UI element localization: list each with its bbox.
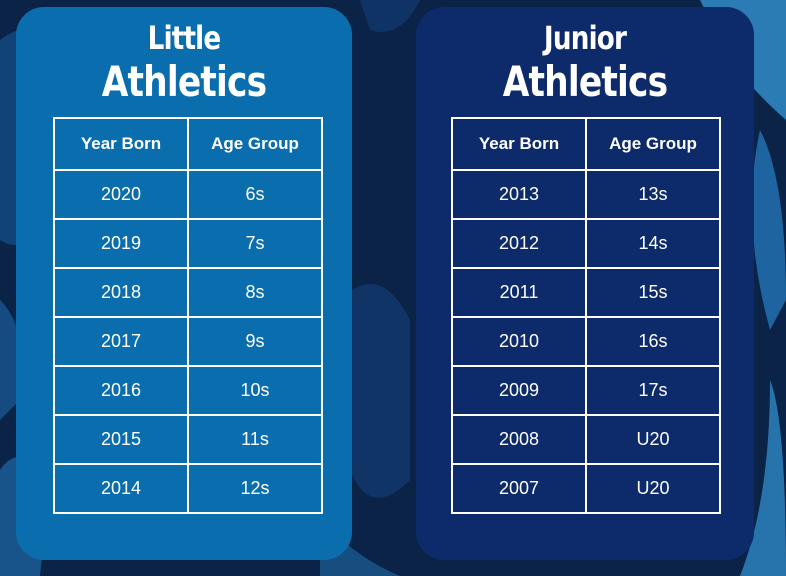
age-group-cell: 14s (585, 218, 721, 269)
table-row: 2018 8s (53, 267, 323, 318)
table-header-row: Year Born Age Group (53, 117, 323, 171)
age-group-cell: 12s (187, 463, 323, 514)
table-row: 2016 10s (53, 365, 323, 416)
table-row: 2012 14s (451, 218, 721, 269)
age-group-cell: 16s (585, 316, 721, 367)
year-cell: 2014 (53, 463, 189, 514)
table-row: 2009 17s (451, 365, 721, 416)
age-group-cell: 10s (187, 365, 323, 416)
age-group-cell: 11s (187, 414, 323, 465)
header-year-born: Year Born (451, 117, 587, 171)
age-group-cell: 8s (187, 267, 323, 318)
little-age-table: Year Born Age Group 2020 6s 2019 7s 2018… (53, 117, 323, 514)
year-cell: 2017 (53, 316, 189, 367)
year-cell: 2007 (451, 463, 587, 514)
junior-title-line2: Athletics (502, 57, 668, 106)
year-cell: 2016 (53, 365, 189, 416)
little-athletics-card: Little Athletics Year Born Age Group 202… (16, 7, 352, 560)
year-cell: 2011 (451, 267, 587, 318)
year-cell: 2019 (53, 218, 189, 269)
year-cell: 2012 (451, 218, 587, 269)
age-group-cell: 9s (187, 316, 323, 367)
header-age-group: Age Group (187, 117, 323, 171)
table-row: 2020 6s (53, 169, 323, 220)
age-group-cell: 7s (187, 218, 323, 269)
table-row: 2007 U20 (451, 463, 721, 514)
year-cell: 2013 (451, 169, 587, 220)
age-group-cell: 6s (187, 169, 323, 220)
table-row: 2017 9s (53, 316, 323, 367)
table-row: 2014 12s (53, 463, 323, 514)
header-year-born: Year Born (53, 117, 189, 171)
little-title-line2: Athletics (101, 57, 267, 106)
little-title-line1: Little (147, 19, 221, 57)
age-group-cell: U20 (585, 414, 721, 465)
table-header-row: Year Born Age Group (451, 117, 721, 171)
age-group-cell: 15s (585, 267, 721, 318)
junior-title-line1: Junior (543, 19, 627, 57)
header-age-group: Age Group (585, 117, 721, 171)
table-row: 2013 13s (451, 169, 721, 220)
age-group-cell: 13s (585, 169, 721, 220)
table-row: 2015 11s (53, 414, 323, 465)
age-group-cell: U20 (585, 463, 721, 514)
year-cell: 2020 (53, 169, 189, 220)
junior-athletics-card: Junior Athletics Year Born Age Group 201… (416, 7, 754, 560)
age-group-cell: 17s (585, 365, 721, 416)
table-row: 2008 U20 (451, 414, 721, 465)
table-row: 2010 16s (451, 316, 721, 367)
year-cell: 2015 (53, 414, 189, 465)
table-row: 2011 15s (451, 267, 721, 318)
year-cell: 2008 (451, 414, 587, 465)
table-row: 2019 7s (53, 218, 323, 269)
year-cell: 2010 (451, 316, 587, 367)
year-cell: 2018 (53, 267, 189, 318)
year-cell: 2009 (451, 365, 587, 416)
junior-age-table: Year Born Age Group 2013 13s 2012 14s 20… (451, 117, 721, 514)
